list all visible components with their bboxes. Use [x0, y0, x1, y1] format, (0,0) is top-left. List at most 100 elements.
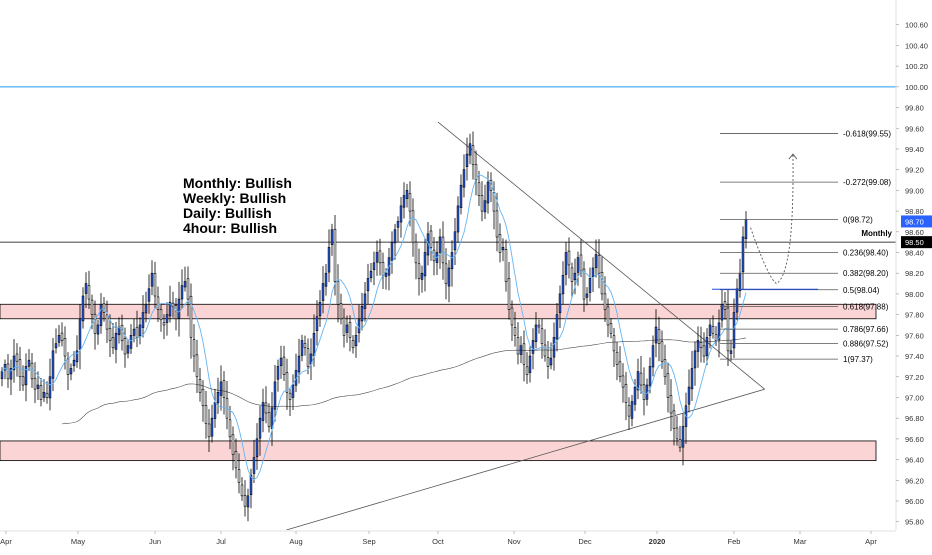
candle-body: [528, 355, 532, 373]
candle-body: [237, 469, 241, 483]
candle-body: [303, 343, 307, 349]
candle-body: [393, 229, 397, 244]
candle-body: [606, 306, 610, 326]
time-tick-label: Dec: [578, 537, 592, 546]
candle-body: [402, 195, 406, 208]
candle-body: [660, 341, 664, 362]
candle-body: [246, 495, 250, 508]
candle-body: [378, 250, 382, 264]
candle-body: [441, 236, 445, 264]
candle-body: [549, 357, 553, 366]
candle-body: [66, 358, 70, 375]
time-tick-label: Nov: [507, 537, 521, 546]
price-tick-label: 100.60: [905, 21, 928, 30]
candle-body: [579, 254, 583, 272]
price-tick-label: 96.60: [905, 435, 924, 444]
candle-body: [744, 219, 748, 239]
candle-body: [189, 295, 193, 338]
candle-body: [486, 181, 490, 204]
candle-body: [243, 495, 247, 507]
candle-body: [108, 327, 112, 341]
candle-body: [582, 268, 586, 300]
price-tick-label: 98.40: [905, 249, 924, 258]
candle-body: [39, 385, 43, 400]
candle-body: [504, 249, 508, 282]
candle-body: [63, 338, 67, 357]
candle-body: [231, 434, 235, 455]
candle-body: [45, 392, 49, 398]
candle-body: [15, 353, 19, 362]
candle-body: [525, 366, 529, 375]
candle-body: [477, 182, 481, 196]
candle-body: [291, 384, 295, 398]
candle-body: [150, 272, 154, 287]
candle-body: [330, 229, 334, 245]
candle-body: [597, 254, 601, 274]
candle-body: [123, 338, 127, 355]
time-tick-label: Mar: [794, 537, 807, 546]
candle-body: [630, 401, 634, 419]
candle-body: [159, 309, 163, 321]
candle-body: [234, 451, 238, 469]
candle-body: [618, 361, 622, 378]
horizontal-line-label: Monthly: [861, 229, 892, 238]
candle-body: [285, 372, 289, 393]
candle-body: [177, 298, 181, 319]
candle-body: [255, 438, 259, 458]
candle-body: [84, 283, 88, 294]
price-tick-label: 100.20: [905, 62, 928, 71]
candle-body: [510, 307, 514, 326]
candle-body: [690, 368, 694, 390]
candle-body: [162, 322, 166, 326]
candle-body: [201, 388, 205, 407]
candle-body: [669, 395, 673, 414]
candle-body: [288, 392, 292, 400]
candle-body: [708, 324, 712, 337]
candle-body: [33, 377, 37, 390]
candle-body: [558, 293, 562, 314]
candle-body: [624, 384, 628, 403]
candle-body: [714, 334, 718, 341]
candle-body: [273, 381, 277, 410]
candle-body: [75, 350, 79, 363]
price-tick-label: 99.40: [905, 145, 924, 154]
candle-body: [447, 267, 451, 287]
price-tick-label: 95.80: [905, 518, 924, 527]
candle-body: [543, 344, 547, 357]
candle-body: [729, 350, 733, 354]
candle-body: [642, 384, 646, 400]
candle-body: [228, 419, 232, 438]
candle-body: [60, 332, 64, 341]
price-tick-label: 100.00: [905, 83, 928, 92]
fib-level-label: 0.5(98.04): [843, 286, 880, 295]
candle-body: [588, 278, 592, 293]
annotation-line: Weekly: Bullish: [183, 190, 286, 206]
candle-body: [270, 407, 274, 429]
slow-moving-average: [61, 337, 747, 425]
candle-body: [732, 312, 736, 349]
candle-body: [699, 341, 703, 349]
candle-body: [534, 324, 538, 342]
candle-body: [339, 303, 343, 320]
candle-body: [264, 402, 268, 414]
price-tick-label: 96.80: [905, 414, 924, 423]
candle-body: [672, 410, 676, 429]
candle-body: [210, 417, 214, 437]
candle-body: [312, 332, 316, 357]
time-tick-label: Jun: [149, 537, 161, 546]
candle-body: [480, 195, 484, 212]
fib-level-label: 0.886(97.52): [843, 340, 889, 349]
candle-body: [366, 278, 370, 292]
candle-body: [348, 322, 352, 338]
candle-body: [327, 247, 331, 273]
candle-body: [180, 285, 184, 300]
trendline: [437, 121, 765, 390]
candle-body: [720, 303, 724, 321]
candle-body: [405, 190, 409, 199]
candle-body: [396, 221, 400, 228]
candle-body: [654, 326, 658, 344]
candle-body: [12, 355, 16, 371]
price-tick-label: 97.80: [905, 311, 924, 320]
candle-body: [531, 340, 535, 354]
candle-body: [363, 293, 367, 309]
